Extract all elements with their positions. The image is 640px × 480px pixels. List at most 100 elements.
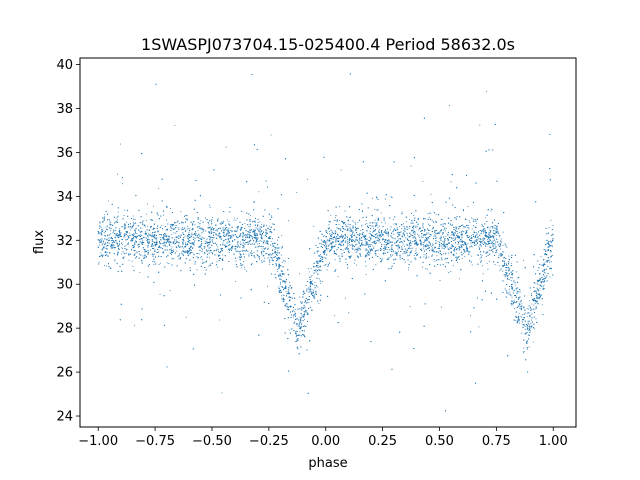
data-point — [355, 236, 357, 238]
data-point — [286, 308, 288, 310]
data-point — [472, 237, 474, 239]
data-point — [442, 240, 444, 243]
data-point — [377, 235, 379, 237]
data-point — [117, 211, 119, 213]
data-point — [121, 253, 123, 255]
data-point — [548, 227, 550, 229]
data-point — [297, 338, 299, 340]
data-point — [252, 236, 254, 239]
data-point — [236, 230, 238, 232]
data-point — [485, 90, 488, 92]
data-point — [430, 193, 432, 195]
data-point — [174, 124, 176, 127]
data-point — [344, 223, 347, 225]
data-point — [541, 281, 543, 283]
data-point — [196, 269, 198, 271]
data-point — [537, 269, 539, 271]
data-point — [147, 249, 149, 251]
data-point — [448, 105, 450, 107]
data-point — [168, 263, 170, 265]
data-point — [372, 245, 374, 247]
data-point — [218, 234, 220, 236]
data-point — [452, 265, 454, 267]
data-point — [159, 293, 161, 295]
data-point — [313, 295, 315, 297]
data-point — [536, 301, 538, 303]
data-point — [500, 253, 502, 255]
data-point — [523, 305, 525, 308]
data-point — [508, 278, 510, 281]
data-point — [244, 222, 246, 224]
data-point — [462, 224, 464, 226]
data-point — [113, 231, 115, 233]
data-point — [375, 224, 377, 226]
data-point — [216, 230, 218, 232]
data-point — [107, 200, 110, 202]
data-point — [543, 284, 545, 286]
data-point — [527, 320, 529, 322]
data-point — [173, 243, 175, 245]
data-point — [528, 300, 530, 302]
data-point — [334, 216, 336, 219]
data-point — [126, 252, 128, 254]
data-point — [270, 134, 272, 136]
data-point — [180, 211, 182, 213]
data-point — [177, 240, 179, 243]
data-point — [498, 265, 500, 267]
data-point — [504, 288, 506, 290]
data-point — [208, 265, 210, 267]
chart-title: 1SWASPJ073704.15-025400.4 Period 58632.0… — [141, 35, 515, 54]
data-point — [548, 246, 550, 248]
data-point — [107, 252, 109, 254]
data-point — [301, 315, 303, 317]
data-point — [456, 235, 458, 237]
data-point — [100, 232, 102, 234]
data-point — [403, 245, 405, 247]
data-point — [350, 239, 352, 241]
data-point — [209, 226, 211, 228]
data-point — [334, 315, 336, 317]
data-point — [342, 249, 344, 251]
data-point — [537, 283, 539, 286]
data-point — [218, 251, 220, 254]
data-point — [301, 301, 303, 303]
data-point — [318, 302, 320, 304]
data-point — [217, 256, 220, 258]
data-point — [183, 240, 185, 242]
data-point — [552, 224, 554, 226]
data-point — [368, 236, 370, 238]
data-point — [402, 243, 404, 245]
data-point — [232, 234, 234, 236]
data-point — [384, 246, 386, 248]
data-point — [261, 223, 263, 225]
data-point — [221, 221, 223, 223]
data-point — [488, 242, 490, 244]
data-point — [157, 255, 159, 257]
data-point — [510, 287, 513, 289]
data-point — [441, 229, 443, 231]
data-point — [341, 240, 343, 242]
data-point — [353, 262, 355, 264]
data-point — [183, 237, 185, 239]
data-point — [108, 242, 110, 244]
data-point — [281, 261, 283, 263]
data-point — [370, 248, 373, 250]
data-point — [116, 220, 118, 222]
data-point — [465, 250, 467, 252]
data-point — [417, 233, 419, 235]
data-point — [225, 146, 227, 148]
data-point — [311, 280, 313, 282]
data-point — [406, 239, 409, 241]
data-point — [200, 235, 202, 237]
data-point — [549, 261, 551, 263]
data-point — [435, 213, 437, 215]
data-point — [533, 298, 535, 300]
data-point — [325, 229, 328, 232]
data-point — [186, 228, 188, 230]
data-point — [467, 243, 469, 245]
data-point — [300, 318, 302, 320]
data-point — [210, 231, 212, 233]
data-point — [473, 241, 476, 243]
data-point — [129, 223, 132, 225]
data-point — [127, 234, 129, 237]
